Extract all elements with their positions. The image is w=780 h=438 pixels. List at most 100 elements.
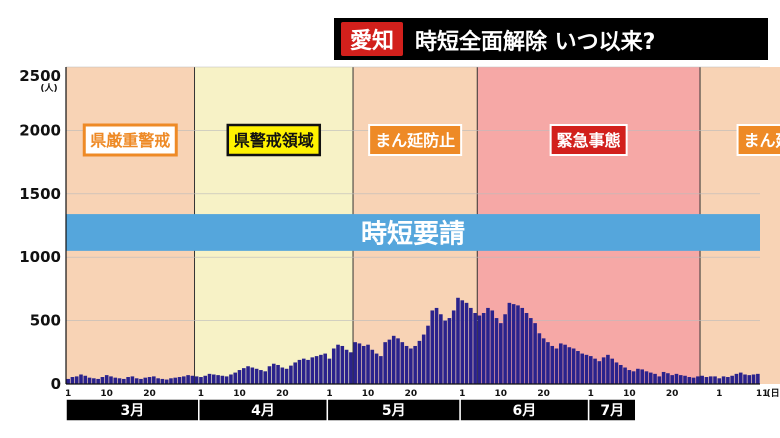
bar-152	[713, 376, 717, 384]
bar-59	[314, 356, 319, 384]
bar-40	[233, 372, 238, 384]
bar-46	[259, 370, 263, 384]
bar-119	[571, 348, 576, 384]
bar-117	[563, 344, 567, 384]
x-tick-4: 10	[233, 389, 246, 399]
gridlines	[66, 66, 760, 321]
bar-45	[254, 368, 259, 384]
bar-63	[331, 348, 336, 384]
bar-122	[584, 354, 589, 384]
x-tick-15: 1	[716, 389, 722, 399]
title-badge-box	[341, 22, 403, 56]
x-tick-5: 20	[276, 389, 289, 399]
bar-84	[421, 334, 426, 384]
bar-33	[203, 375, 208, 384]
y-unit-label: (人)	[40, 82, 57, 94]
bar-10	[104, 375, 109, 384]
bar-43	[246, 366, 250, 384]
bar-55	[297, 359, 302, 384]
bar-37	[220, 375, 225, 384]
bar-65	[340, 345, 345, 384]
bar-90	[447, 318, 452, 384]
bar-136	[644, 371, 649, 384]
phase-label-0: 県厳重警戒	[90, 131, 170, 150]
bar-148	[696, 376, 700, 384]
bar-154	[721, 376, 726, 384]
bar-109	[529, 318, 533, 384]
bar-150	[704, 377, 709, 384]
bar-51	[280, 367, 285, 384]
bar-105	[511, 304, 516, 384]
bar-131	[623, 367, 627, 384]
bar-23	[160, 378, 165, 384]
x-tick-14: 20	[666, 389, 679, 399]
bar-36	[216, 375, 220, 384]
bar-124	[593, 358, 597, 384]
bar-125	[597, 361, 602, 384]
x-tick-6: 1	[326, 389, 332, 399]
bar-31	[194, 376, 199, 384]
bar-156	[730, 375, 734, 384]
bar-5	[83, 375, 88, 384]
month-label-0: 3月	[121, 403, 145, 419]
bar-64	[336, 344, 340, 384]
bar-145	[683, 375, 687, 384]
bar-76	[387, 339, 392, 384]
x-tick-8: 20	[405, 389, 418, 399]
bar-39	[229, 374, 233, 384]
x-tick-3: 1	[198, 389, 204, 399]
bar-140	[661, 371, 666, 384]
bar-17	[134, 378, 139, 384]
bar-18	[139, 378, 143, 384]
bar-120	[576, 351, 580, 384]
x-tick-11: 20	[537, 389, 550, 399]
bar-71	[366, 344, 370, 384]
title-bar	[334, 18, 768, 60]
y-tick-0: 0	[51, 375, 61, 393]
bar-28	[182, 376, 186, 384]
bar-91	[451, 310, 456, 384]
bar-104	[507, 302, 512, 384]
bar-116	[558, 343, 563, 384]
bar-32	[199, 377, 203, 384]
bar-81	[409, 348, 413, 384]
bar-6	[87, 377, 92, 384]
bar-94	[464, 302, 469, 384]
bar-132	[627, 370, 632, 384]
bar-153	[717, 378, 722, 384]
bar-97	[477, 315, 482, 384]
bar-121	[580, 353, 585, 384]
bar-155	[726, 377, 730, 384]
bar-78	[396, 338, 400, 384]
bar-54	[293, 362, 297, 384]
bar-129	[614, 362, 619, 384]
phase-label-box-0	[82, 123, 178, 157]
bar-4	[79, 374, 83, 384]
bar-8	[96, 378, 100, 384]
bar-157	[734, 373, 739, 384]
bars	[66, 297, 760, 384]
x-tick-9: 1	[459, 389, 465, 399]
bar-42	[241, 368, 246, 384]
phase-label-1: 県警戒領域	[234, 131, 314, 150]
bar-79	[400, 342, 405, 384]
bar-86	[430, 310, 435, 384]
bar-19	[143, 377, 148, 384]
bar-34	[207, 373, 212, 384]
phase-label-box-3	[549, 124, 628, 156]
bar-60	[319, 354, 323, 384]
band-label: 時短要請	[361, 218, 465, 249]
x-tick-1: 10	[100, 389, 113, 399]
bar-56	[301, 358, 306, 384]
bar-13	[117, 378, 122, 384]
bar-73	[374, 353, 379, 384]
bar-69	[357, 343, 362, 384]
bar-61	[323, 353, 327, 384]
bar-44	[250, 367, 255, 384]
bar-7	[92, 378, 96, 384]
phase-label-3: 緊急事態	[557, 131, 621, 150]
bar-14	[122, 378, 126, 384]
bar-53	[289, 365, 293, 384]
bar-82	[413, 345, 417, 384]
